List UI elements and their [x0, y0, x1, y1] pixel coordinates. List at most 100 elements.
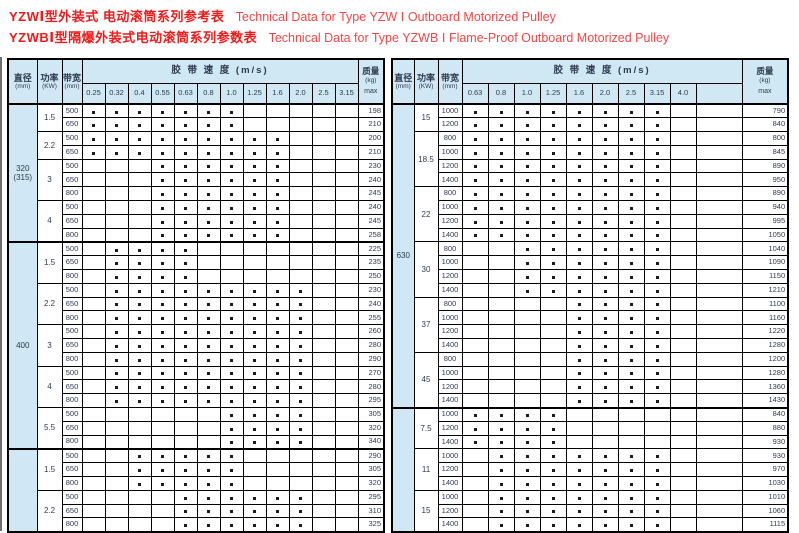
power-cell: 4 — [36, 365, 63, 409]
dot-mark — [253, 510, 256, 514]
speed-dot-cell — [173, 240, 198, 257]
speed-dot-cell — [513, 213, 541, 229]
speed-dot-cell — [196, 144, 221, 160]
speed-dot-cell — [513, 448, 541, 464]
table-row: 2.2 500 200 — [8, 131, 385, 160]
dot-mark — [655, 151, 659, 155]
band-width-cell: 800 — [61, 351, 83, 367]
speed-dot-cell — [196, 282, 221, 298]
dot-mark — [655, 289, 659, 293]
speed-dot-cell — [288, 365, 313, 381]
dot-mark — [655, 179, 659, 183]
speed-dot-cell — [565, 351, 593, 367]
dot-mark — [299, 510, 302, 514]
speed-dot-cell — [643, 296, 671, 312]
table-row: 800 245 — [8, 186, 385, 202]
speed-header: 胶 带 速 度 (m/s) — [461, 58, 743, 84]
dot-mark — [551, 193, 555, 197]
dot-mark — [603, 510, 607, 514]
speed-dot-cell — [487, 503, 515, 519]
dot-mark — [629, 151, 633, 155]
diameter-header: 直径 (mm) — [391, 58, 415, 105]
speed-dot-cell — [487, 338, 515, 353]
dot-mark — [253, 331, 256, 335]
speed-dot-cell — [695, 489, 743, 505]
speed-dot-cell — [334, 434, 359, 450]
speed-dot-cell — [617, 131, 645, 146]
speed-dot-cell — [265, 200, 290, 215]
dot-mark — [577, 262, 581, 266]
dot-mark — [253, 344, 256, 348]
dot-mark — [184, 234, 187, 238]
dot-mark — [499, 455, 503, 459]
dot-mark — [603, 151, 607, 155]
dot-mark — [207, 303, 210, 307]
dot-mark — [629, 124, 633, 128]
speed-dot-cell — [265, 379, 290, 395]
speed-dot-cell — [591, 227, 619, 243]
speed-dot-cell — [265, 476, 290, 491]
speed-dot-cell — [643, 420, 671, 436]
dot-mark — [655, 206, 659, 210]
speed-dot-cell — [461, 227, 489, 243]
speed-dot-cell — [669, 448, 697, 464]
speed-dot-cell — [461, 351, 489, 367]
dot-mark — [184, 331, 187, 335]
dot-mark — [253, 427, 256, 431]
dot-mark — [230, 427, 233, 431]
speed-dot-cell — [487, 103, 515, 119]
dot-mark — [207, 469, 210, 473]
table-row: 650 240 — [8, 172, 385, 188]
speed-dot-cell — [591, 144, 619, 160]
speed-dot-cell — [487, 241, 515, 257]
speed-dot-cell — [173, 200, 198, 215]
speed-dot-cell — [173, 296, 198, 312]
mass-cell: 290 — [357, 447, 385, 464]
dot-mark — [207, 510, 210, 514]
dot-mark — [207, 151, 210, 155]
speed-dot-cell — [150, 144, 175, 160]
speed-dot-cell — [127, 420, 152, 436]
speed-dot-cell — [565, 186, 593, 202]
dot-mark — [276, 523, 279, 527]
dot-mark — [276, 413, 279, 417]
dot-mark — [603, 317, 607, 321]
speed-dot-cell — [127, 186, 152, 202]
speed-dot-cell — [461, 103, 489, 119]
speed-dot-cell — [487, 200, 515, 215]
table-row: 800 295 — [8, 393, 385, 409]
dot-mark — [525, 441, 529, 445]
speed-dot-cell — [265, 407, 290, 422]
speed-dot-cell — [617, 365, 645, 381]
power-cell: 3 — [36, 158, 63, 202]
dot-mark — [161, 275, 164, 279]
speed-dot-cell — [669, 365, 697, 381]
speed-dot-cell — [311, 434, 336, 450]
dot-mark — [499, 206, 503, 210]
speed-dot-cell — [311, 503, 336, 519]
dot-mark — [161, 234, 164, 238]
speed-dot-cell — [461, 462, 489, 478]
power-cell: 4 — [36, 200, 63, 243]
dot-mark — [299, 496, 302, 500]
dot-mark — [577, 510, 581, 514]
dot-mark — [473, 110, 477, 114]
power-cell: 2.2 — [36, 131, 63, 160]
dot-mark — [230, 317, 233, 321]
speed-dot-cell — [643, 462, 671, 478]
speed-dot-cell — [104, 393, 129, 409]
speed-dot-cell — [104, 144, 129, 160]
mass-cell: 970 — [741, 462, 789, 478]
dot-mark — [551, 137, 555, 141]
speed-dot-cell — [334, 503, 359, 519]
dot-mark — [161, 400, 164, 404]
dot-mark — [473, 220, 477, 224]
dot-mark — [230, 372, 233, 376]
speed-dot-cell — [591, 434, 619, 450]
dot-mark — [473, 179, 477, 183]
speed-dot-cell — [513, 324, 541, 340]
dot-mark — [253, 151, 256, 155]
band-width-cell: 1200 — [437, 213, 463, 229]
dot-mark — [184, 317, 187, 321]
speed-dot-cell — [104, 186, 129, 202]
